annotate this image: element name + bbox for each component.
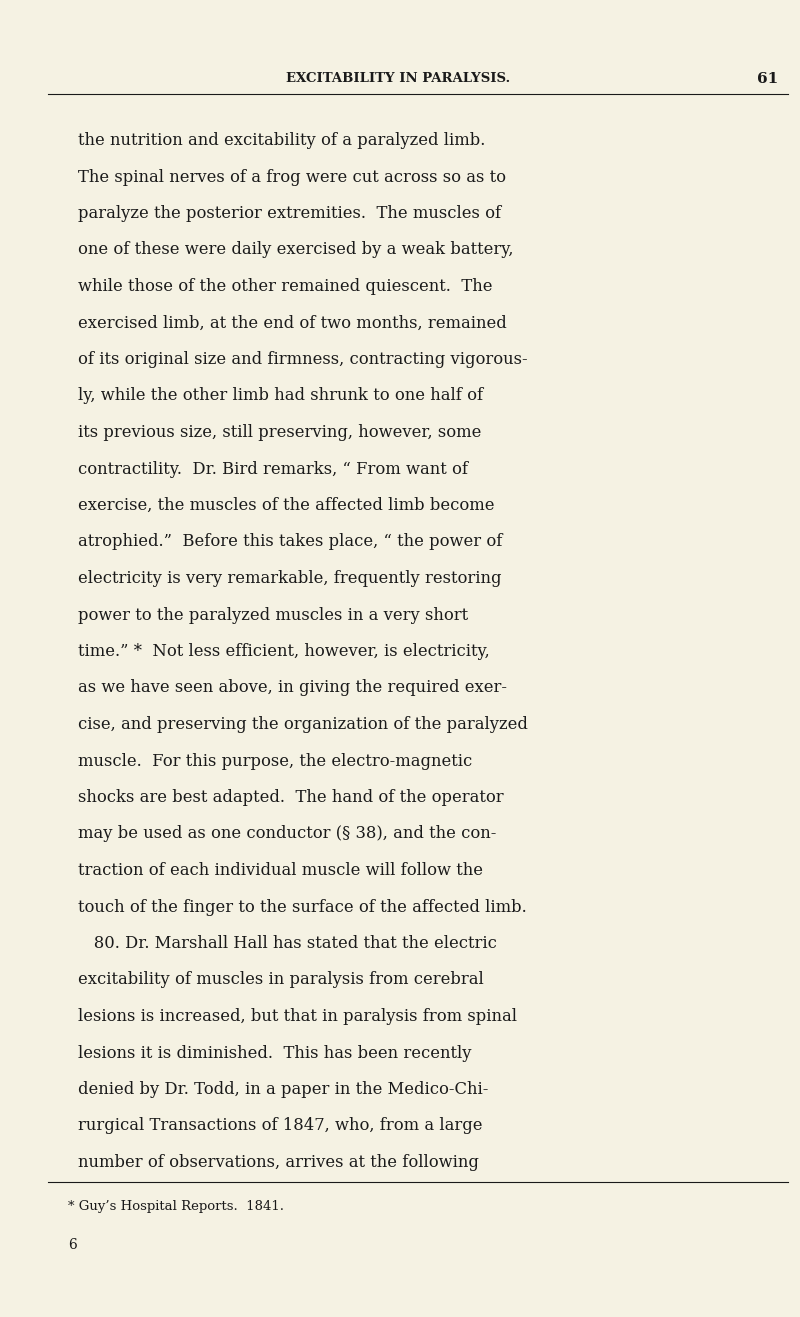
Text: shocks are best adapted.  The hand of the operator: shocks are best adapted. The hand of the…	[78, 789, 504, 806]
Text: one of these were daily exercised by a weak battery,: one of these were daily exercised by a w…	[78, 241, 514, 258]
Text: while those of the other remained quiescent.  The: while those of the other remained quiesc…	[78, 278, 493, 295]
Text: atrophied.”  Before this takes place, “ the power of: atrophied.” Before this takes place, “ t…	[78, 533, 502, 551]
Text: excitability of muscles in paralysis from cerebral: excitability of muscles in paralysis fro…	[78, 972, 484, 989]
Text: 80. Dr. Marshall Hall has stated that the electric: 80. Dr. Marshall Hall has stated that th…	[78, 935, 497, 952]
Text: cise, and preserving the organization of the paralyzed: cise, and preserving the organization of…	[78, 716, 528, 734]
Text: of its original size and firmness, contracting vigorous-: of its original size and firmness, contr…	[78, 352, 528, 367]
Text: The spinal nerves of a frog were cut across so as to: The spinal nerves of a frog were cut acr…	[78, 169, 506, 186]
Text: paralyze the posterior extremities.  The muscles of: paralyze the posterior extremities. The …	[78, 205, 501, 223]
Text: electricity is very remarkable, frequently restoring: electricity is very remarkable, frequent…	[78, 570, 502, 587]
Text: exercised limb, at the end of two months, remained: exercised limb, at the end of two months…	[78, 315, 506, 332]
Text: * Guy’s Hospital Reports.  1841.: * Guy’s Hospital Reports. 1841.	[68, 1200, 284, 1213]
Text: its previous size, still preserving, however, some: its previous size, still preserving, how…	[78, 424, 482, 441]
Text: may be used as one conductor (§ 38), and the con-: may be used as one conductor (§ 38), and…	[78, 826, 496, 843]
Text: muscle.  For this purpose, the electro-magnetic: muscle. For this purpose, the electro-ma…	[78, 752, 472, 769]
Text: denied by Dr. Todd, in a paper in the Medico-Chi-: denied by Dr. Todd, in a paper in the Me…	[78, 1081, 488, 1098]
Text: 61: 61	[757, 72, 778, 86]
Text: touch of the finger to the surface of the affected limb.: touch of the finger to the surface of th…	[78, 898, 526, 915]
Text: lesions is increased, but that in paralysis from spinal: lesions is increased, but that in paraly…	[78, 1008, 517, 1025]
Text: number of observations, arrives at the following: number of observations, arrives at the f…	[78, 1154, 479, 1171]
Text: ly, while the other limb had shrunk to one half of: ly, while the other limb had shrunk to o…	[78, 387, 483, 404]
Text: rurgical Transactions of 1847, who, from a large: rurgical Transactions of 1847, who, from…	[78, 1118, 482, 1134]
Text: traction of each individual muscle will follow the: traction of each individual muscle will …	[78, 863, 483, 878]
Text: as we have seen above, in giving the required exer-: as we have seen above, in giving the req…	[78, 680, 507, 697]
Text: EXCITABILITY IN PARALYSIS.: EXCITABILITY IN PARALYSIS.	[286, 72, 510, 86]
Text: lesions it is diminished.  This has been recently: lesions it is diminished. This has been …	[78, 1044, 471, 1062]
Text: exercise, the muscles of the affected limb become: exercise, the muscles of the affected li…	[78, 497, 494, 514]
Text: time.” *  Not less efficient, however, is electricity,: time.” * Not less efficient, however, is…	[78, 643, 490, 660]
Text: power to the paralyzed muscles in a very short: power to the paralyzed muscles in a very…	[78, 607, 468, 623]
Text: the nutrition and excitability of a paralyzed limb.: the nutrition and excitability of a para…	[78, 132, 486, 149]
Text: 6: 6	[68, 1238, 77, 1252]
Text: contractility.  Dr. Bird remarks, “ From want of: contractility. Dr. Bird remarks, “ From …	[78, 461, 468, 478]
